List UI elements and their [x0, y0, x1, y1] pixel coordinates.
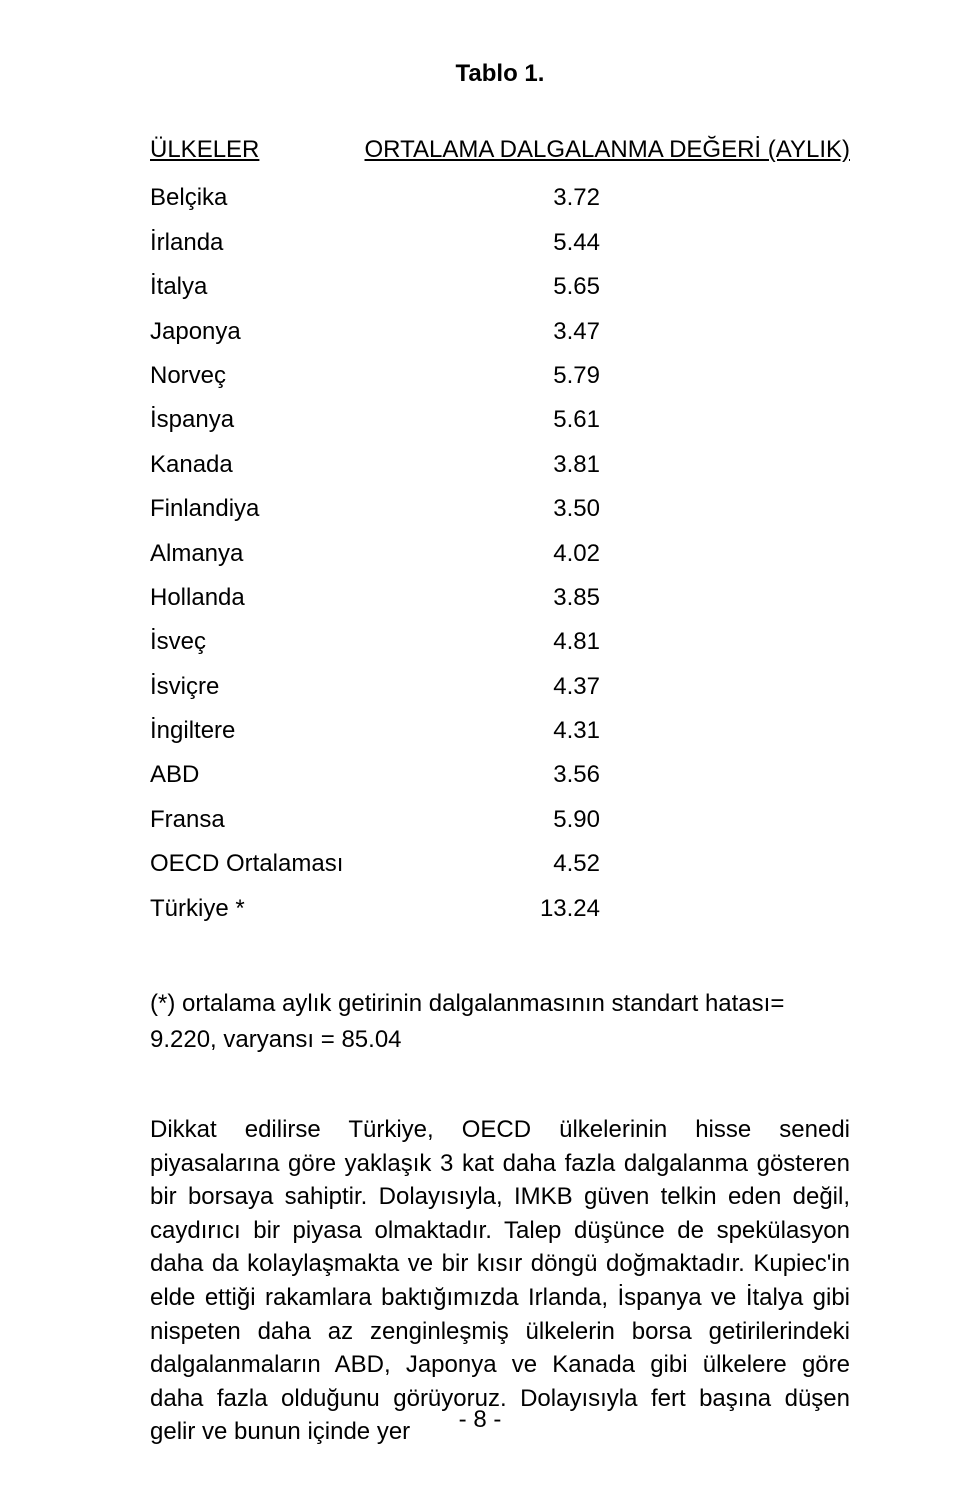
table-row: İsviçre 4.37 — [150, 665, 850, 709]
country-name: ABD — [150, 753, 199, 797]
table-row: İsveç 4.81 — [150, 620, 850, 664]
table-row: ABD 3.56 — [150, 753, 850, 797]
country-value: 4.81 — [520, 620, 850, 664]
table-row: İspanya 5.61 — [150, 398, 850, 442]
table-row: Hollanda 3.85 — [150, 576, 850, 620]
page-number: - 8 - — [0, 1406, 960, 1434]
table-row: Norveç 5.79 — [150, 354, 850, 398]
table-row: Türkiye * 13.24 — [150, 887, 850, 931]
country-value: 5.79 — [520, 354, 850, 398]
country-value: 5.65 — [520, 265, 850, 309]
country-name: Finlandiya — [150, 487, 259, 531]
country-value: 4.52 — [520, 842, 850, 886]
body-paragraph: Dikkat edilirse Türkiye, OECD ülkelerini… — [150, 1113, 850, 1449]
table-row: İtalya 5.65 — [150, 265, 850, 309]
country-name: İsveç — [150, 620, 206, 664]
country-name: Kanada — [150, 443, 233, 487]
table-row: Fransa 5.90 — [150, 798, 850, 842]
country-value: 4.31 — [520, 709, 850, 753]
header-values: ORTALAMA DALGALANMA DEĞERİ (AYLIK) — [365, 128, 850, 172]
country-value: 3.85 — [520, 576, 850, 620]
country-value: 5.61 — [520, 398, 850, 442]
country-name: İsviçre — [150, 665, 219, 709]
country-name: Belçika — [150, 176, 227, 220]
country-value: 5.44 — [520, 221, 850, 265]
footnote: (*) ortalama aylık getirinin dalgalanmas… — [150, 986, 850, 1058]
table-row: Kanada 3.81 — [150, 443, 850, 487]
country-value: 4.37 — [520, 665, 850, 709]
table-row: Japonya 3.47 — [150, 310, 850, 354]
table-row: Finlandiya 3.50 — [150, 487, 850, 531]
country-value: 3.50 — [520, 487, 850, 531]
country-value: 13.24 — [520, 887, 850, 931]
table-row: İrlanda 5.44 — [150, 221, 850, 265]
country-name: Japonya — [150, 310, 241, 354]
country-name: Norveç — [150, 354, 226, 398]
country-value: 4.02 — [520, 532, 850, 576]
country-name: Fransa — [150, 798, 225, 842]
header-countries: ÜLKELER — [150, 128, 259, 172]
country-name: Almanya — [150, 532, 243, 576]
country-name: Hollanda — [150, 576, 245, 620]
country-value: 5.90 — [520, 798, 850, 842]
table-row: İngiltere 4.31 — [150, 709, 850, 753]
country-value: 3.81 — [520, 443, 850, 487]
country-name: İngiltere — [150, 709, 235, 753]
document-page: Tablo 1. ÜLKELER ORTALAMA DALGALANMA DEĞ… — [0, 0, 960, 1489]
country-name: Türkiye * — [150, 887, 245, 931]
country-value: 3.56 — [520, 753, 850, 797]
country-value: 3.47 — [520, 310, 850, 354]
table-header: ÜLKELER ORTALAMA DALGALANMA DEĞERİ (AYLI… — [150, 128, 850, 172]
table-row: Belçika 3.72 — [150, 176, 850, 220]
country-value: 3.72 — [520, 176, 850, 220]
table-title: Tablo 1. — [150, 60, 850, 88]
data-table: ÜLKELER ORTALAMA DALGALANMA DEĞERİ (AYLI… — [150, 128, 850, 931]
table-row: OECD Ortalaması 4.52 — [150, 842, 850, 886]
table-row: Almanya 4.02 — [150, 532, 850, 576]
country-name: OECD Ortalaması — [150, 842, 343, 886]
country-name: İrlanda — [150, 221, 223, 265]
country-name: İtalya — [150, 265, 207, 309]
country-name: İspanya — [150, 398, 234, 442]
